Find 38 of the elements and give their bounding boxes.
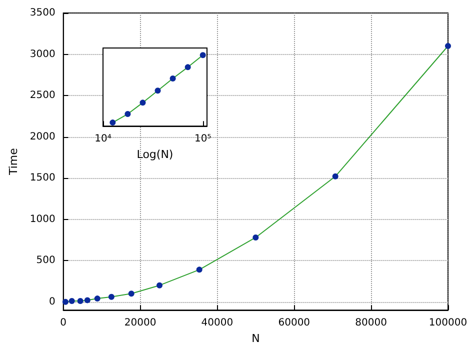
x-tick-label: 0: [60, 318, 67, 329]
y-tick-label: 1500: [30, 172, 56, 184]
y-tick-label: 3500: [30, 8, 56, 18]
point: [124, 111, 131, 118]
y-tick-label: 0: [48, 296, 56, 308]
x-tick-label: 10⁴: [94, 134, 112, 145]
point: [445, 43, 451, 50]
x-tick-label: 20000: [124, 318, 156, 329]
x-tick-label: 80000: [355, 318, 387, 329]
point: [77, 298, 84, 304]
point: [332, 173, 338, 180]
point: [128, 290, 134, 297]
point: [108, 294, 114, 300]
y-tick-label: 2500: [30, 90, 56, 102]
point: [84, 297, 90, 304]
y-tick-label: 2000: [30, 131, 56, 142]
point: [170, 76, 176, 82]
x-tick-label: 10⁵: [194, 134, 212, 145]
point: [156, 282, 163, 288]
y-tick-label: 500: [36, 255, 56, 266]
point: [140, 100, 146, 106]
y-tick-label: 1000: [30, 214, 56, 225]
x-tick-label: 60000: [278, 318, 310, 329]
y-tick-label: 3000: [30, 48, 56, 60]
x-axis-title: Log(N): [136, 148, 174, 161]
point: [184, 64, 191, 70]
point: [252, 234, 259, 240]
point: [154, 88, 161, 94]
x-tick-label: 100000: [428, 318, 468, 329]
point: [200, 52, 206, 58]
point: [68, 298, 75, 304]
point: [94, 296, 100, 302]
point: [196, 266, 202, 273]
x-axis-title: N: [252, 332, 260, 345]
point: [110, 120, 116, 126]
x-tick-label: 40000: [201, 318, 234, 329]
point: [62, 298, 68, 305]
y-axis-title: Time: [7, 148, 20, 176]
